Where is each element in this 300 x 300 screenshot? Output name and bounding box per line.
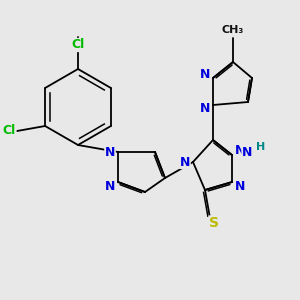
Text: N: N	[105, 179, 115, 193]
Text: CH₃: CH₃	[222, 25, 244, 35]
Text: Cl: Cl	[71, 38, 85, 52]
Text: N: N	[200, 103, 210, 116]
Text: Cl: Cl	[2, 124, 16, 137]
Text: N: N	[242, 146, 252, 158]
Text: N: N	[235, 179, 245, 193]
Text: N: N	[235, 145, 245, 158]
Text: S: S	[209, 216, 219, 230]
Text: N: N	[200, 68, 210, 80]
Text: N: N	[180, 155, 190, 169]
Text: N: N	[105, 146, 115, 158]
Text: H: H	[256, 142, 265, 152]
